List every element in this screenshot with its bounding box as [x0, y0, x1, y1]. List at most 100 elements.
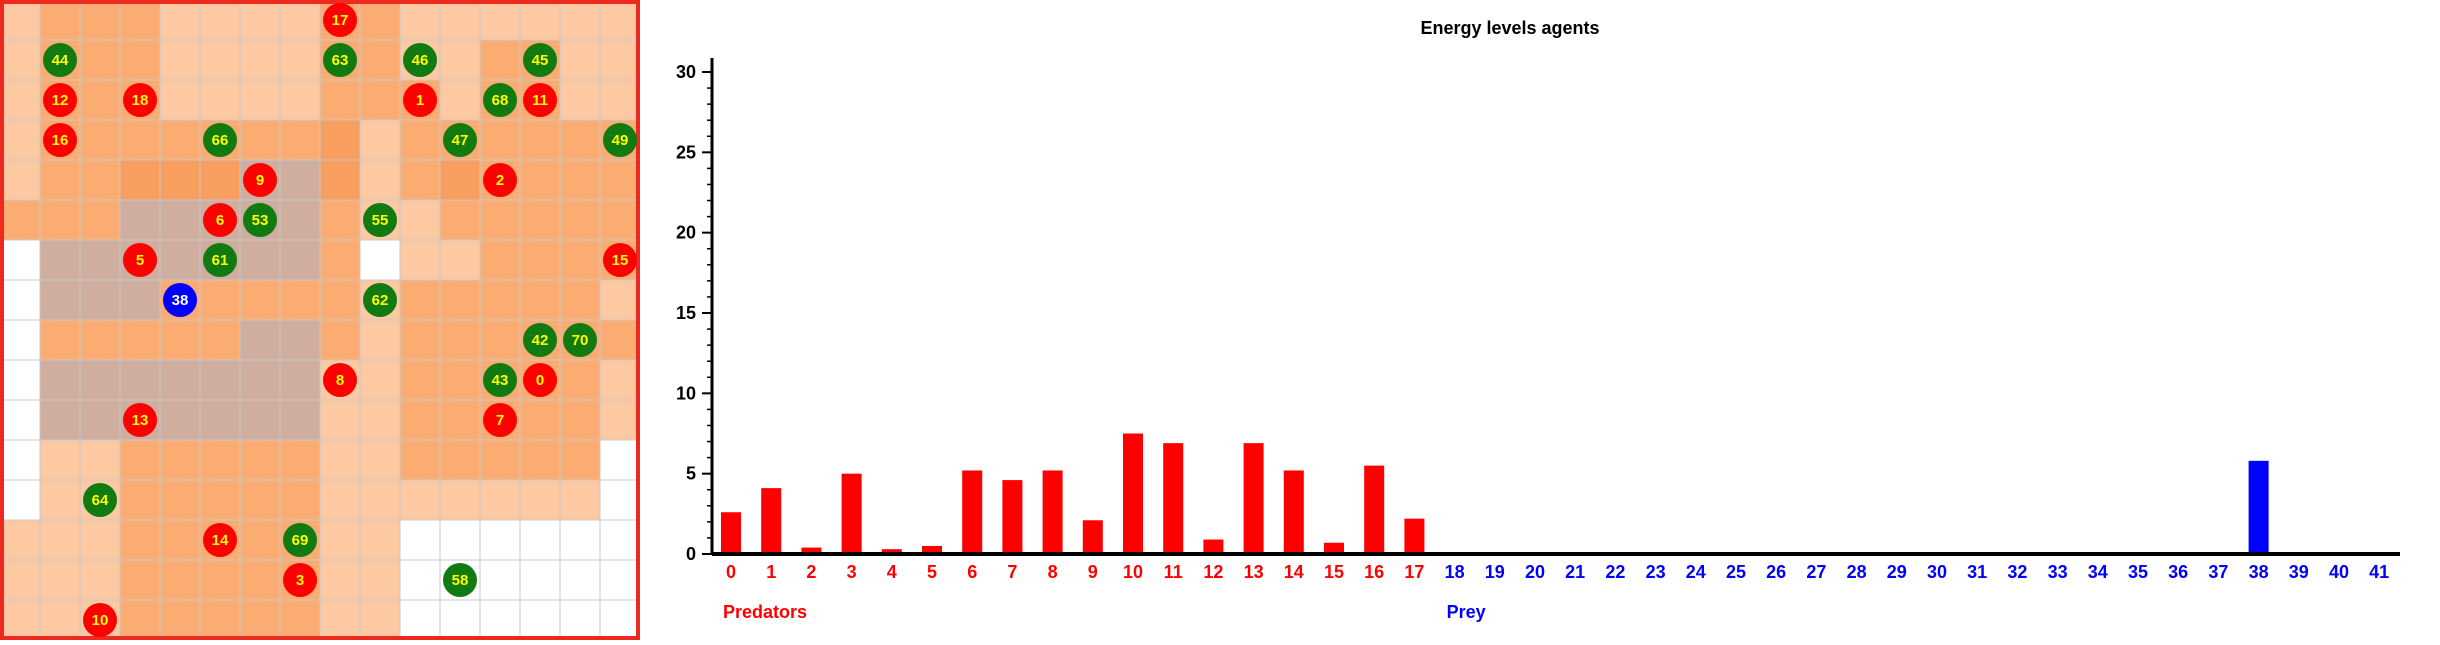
grid-cell	[559, 199, 601, 241]
grid-cell	[39, 399, 81, 441]
grid-cell	[599, 0, 641, 41]
agent-id-label: 10	[92, 612, 109, 629]
grid-cell	[79, 119, 121, 161]
grid-cell	[359, 319, 401, 361]
bar-agent-14	[1283, 470, 1304, 554]
grid-cell	[199, 319, 241, 361]
predator-agent	[83, 603, 117, 637]
grid-cell	[159, 159, 201, 201]
grid-cell	[439, 159, 481, 201]
agent-id-label: 8	[336, 372, 344, 389]
x-tick-label: 39	[2289, 562, 2309, 582]
x-tick-label: 22	[1605, 562, 1625, 582]
grid-cell	[359, 559, 401, 601]
bar-agent-17	[1404, 518, 1425, 554]
grid-cell	[479, 559, 521, 601]
grid-cell	[39, 319, 81, 361]
grid-cell	[199, 439, 241, 481]
grid-cell	[159, 519, 201, 561]
food-agent	[563, 323, 597, 357]
grid-cell	[599, 359, 641, 401]
grid-cell	[479, 199, 521, 241]
agent-id-label: 47	[452, 132, 469, 149]
bar-agent-6	[962, 470, 983, 554]
food-agent	[523, 43, 557, 77]
agent-id-label: 12	[52, 92, 69, 109]
x-tick-label: 3	[847, 562, 857, 582]
predator-agent	[123, 243, 157, 277]
grid-cell	[559, 159, 601, 201]
grid-cell	[399, 279, 441, 321]
grid-cell	[559, 39, 601, 81]
x-tick-label: 32	[2007, 562, 2027, 582]
grid-cell	[199, 0, 241, 41]
x-tick-label: 14	[1284, 562, 1304, 582]
grid-cell	[439, 479, 481, 521]
grid-cell	[239, 79, 281, 121]
grid-cell	[279, 279, 321, 321]
agent-id-label: 7	[496, 412, 504, 429]
food-agent	[483, 83, 517, 117]
grid-cell	[39, 439, 81, 481]
predator-agent	[603, 243, 637, 277]
grid-cell	[599, 159, 641, 201]
grid-cell	[79, 199, 121, 241]
grid-cell	[279, 119, 321, 161]
x-tick-label: 38	[2249, 562, 2269, 582]
grid-cell	[0, 319, 41, 361]
grid-cell	[519, 159, 561, 201]
grid-cell	[519, 119, 561, 161]
grid-cell	[159, 119, 201, 161]
agent-id-label: 1	[416, 92, 424, 109]
grid-cell	[79, 319, 121, 361]
agent-id-label: 42	[532, 332, 549, 349]
grid-cell	[319, 319, 361, 361]
grid-cell	[159, 199, 201, 241]
grid-cell	[279, 599, 321, 641]
grid-cell	[199, 79, 241, 121]
grid-cell	[519, 439, 561, 481]
grid-cell	[559, 359, 601, 401]
grid-cell	[599, 599, 641, 641]
grid-cell	[239, 399, 281, 441]
grid-cell	[599, 199, 641, 241]
grid-cell	[0, 599, 41, 641]
grid-cell	[439, 239, 481, 281]
grid-cell	[319, 559, 361, 601]
grid-cell	[279, 359, 321, 401]
food-agent	[243, 203, 277, 237]
grid-cell	[399, 599, 441, 641]
grid-cell	[239, 0, 281, 41]
grid-cell	[79, 239, 121, 281]
grid-cell	[279, 319, 321, 361]
agent-id-label: 61	[212, 252, 229, 269]
x-tick-label: 24	[1686, 562, 1706, 582]
grid-cell	[479, 439, 521, 481]
grid-cell	[199, 559, 241, 601]
grid-cell	[279, 0, 321, 41]
grid-cell	[79, 399, 121, 441]
x-tick-label: 26	[1766, 562, 1786, 582]
grid-cell	[439, 439, 481, 481]
x-tick-label: 20	[1525, 562, 1545, 582]
agent-id-label: 62	[372, 292, 389, 309]
grid-cell	[239, 239, 281, 281]
x-tick-label: 40	[2329, 562, 2349, 582]
grid-cell	[79, 359, 121, 401]
grid-cell	[0, 239, 41, 281]
grid-cell	[359, 119, 401, 161]
food-agent	[603, 123, 637, 157]
grid-cell	[399, 239, 441, 281]
grid-cell	[279, 199, 321, 241]
x-tick-label: 16	[1364, 562, 1384, 582]
agent-id-label: 49	[612, 132, 629, 149]
grid-cell	[239, 479, 281, 521]
grid-cell	[479, 479, 521, 521]
grid-cell	[0, 0, 41, 41]
x-tick-label: 23	[1646, 562, 1666, 582]
grid-cell	[239, 39, 281, 81]
prey-agent	[163, 283, 197, 317]
agent-id-label: 6	[216, 212, 224, 229]
grid-cell	[519, 599, 561, 641]
predator-agent	[203, 523, 237, 557]
